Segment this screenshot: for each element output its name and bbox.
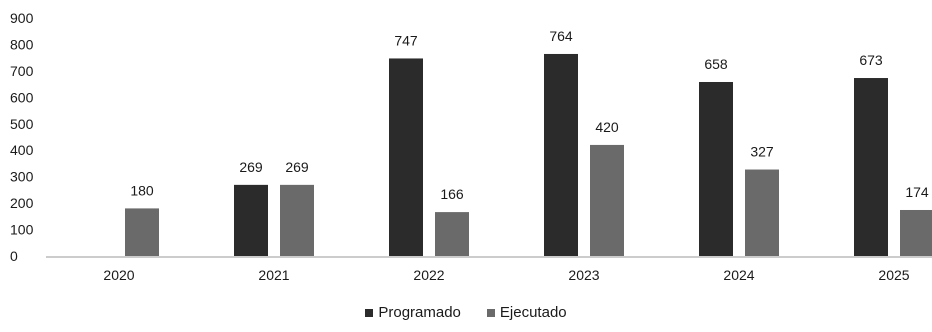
data-label-ejecutado-2024: 327 (750, 144, 774, 160)
bar-ejecutado-2021 (280, 184, 314, 256)
data-label-programado-2022: 747 (394, 32, 418, 48)
x-tick-label: 2024 (723, 267, 754, 283)
y-tick-label: 100 (10, 222, 34, 238)
legend-item-ejecutado: Ejecutado (486, 304, 567, 321)
data-label-programado-2024: 658 (704, 56, 728, 72)
x-axis-tick-labels: 2020 2021 2022 2023 2024 2025 (103, 267, 909, 283)
y-tick-label: 700 (10, 63, 34, 79)
data-label-ejecutado-2022: 166 (440, 186, 464, 202)
bar-programado-2025 (854, 78, 888, 256)
legend-label-programado: Programado (378, 304, 461, 321)
legend-swatch-ejecutado (486, 308, 495, 317)
legend: Programado Ejecutado (0, 304, 932, 321)
x-tick-label: 2025 (878, 267, 909, 283)
bar-ejecutado-2025 (900, 209, 932, 256)
bar-programado-2021 (234, 184, 268, 256)
data-label-programado-2023: 764 (549, 28, 573, 44)
y-tick-label: 900 (10, 10, 34, 26)
y-tick-label: 800 (10, 36, 34, 52)
data-label-programado-2025: 673 (859, 52, 883, 68)
bar-ejecutado-2023 (590, 144, 624, 256)
y-tick-label: 500 (10, 116, 34, 132)
x-tick-label: 2022 (413, 267, 444, 283)
bar-ejecutado-2022 (435, 212, 469, 256)
legend-swatch-programado (365, 308, 374, 317)
x-tick-label: 2021 (258, 267, 289, 283)
bar-programado-2022 (389, 58, 423, 257)
bar-ejecutado-2024 (745, 169, 779, 256)
data-label-ejecutado-2023: 420 (595, 119, 619, 135)
x-tick-label: 2020 (103, 267, 134, 283)
y-tick-label: 200 (10, 195, 34, 211)
y-tick-label: 400 (10, 142, 34, 158)
data-label-ejecutado-2020: 180 (130, 182, 154, 198)
data-label-ejecutado-2025: 174 (905, 184, 929, 200)
data-labels: 180 269 269 747 166 764 420 658 327 673 174 (130, 28, 929, 202)
x-tick-label: 2023 (568, 267, 599, 283)
legend-item-programado: Programado (365, 304, 461, 321)
bar-programado-2024 (699, 81, 733, 257)
bar-ejecutado-2020 (125, 208, 159, 256)
bar-series (125, 53, 932, 257)
y-tick-label: 600 (10, 89, 34, 105)
y-axis-tick-labels: 900 800 700 600 500 400 300 200 100 0 (10, 10, 34, 264)
y-tick-label: 300 (10, 169, 34, 185)
data-label-programado-2021: 269 (239, 159, 263, 175)
legend-label-ejecutado: Ejecutado (499, 304, 567, 321)
bar-programado-2023 (544, 53, 578, 256)
y-tick-label: 0 (10, 248, 18, 264)
data-label-ejecutado-2021: 269 (285, 159, 309, 175)
